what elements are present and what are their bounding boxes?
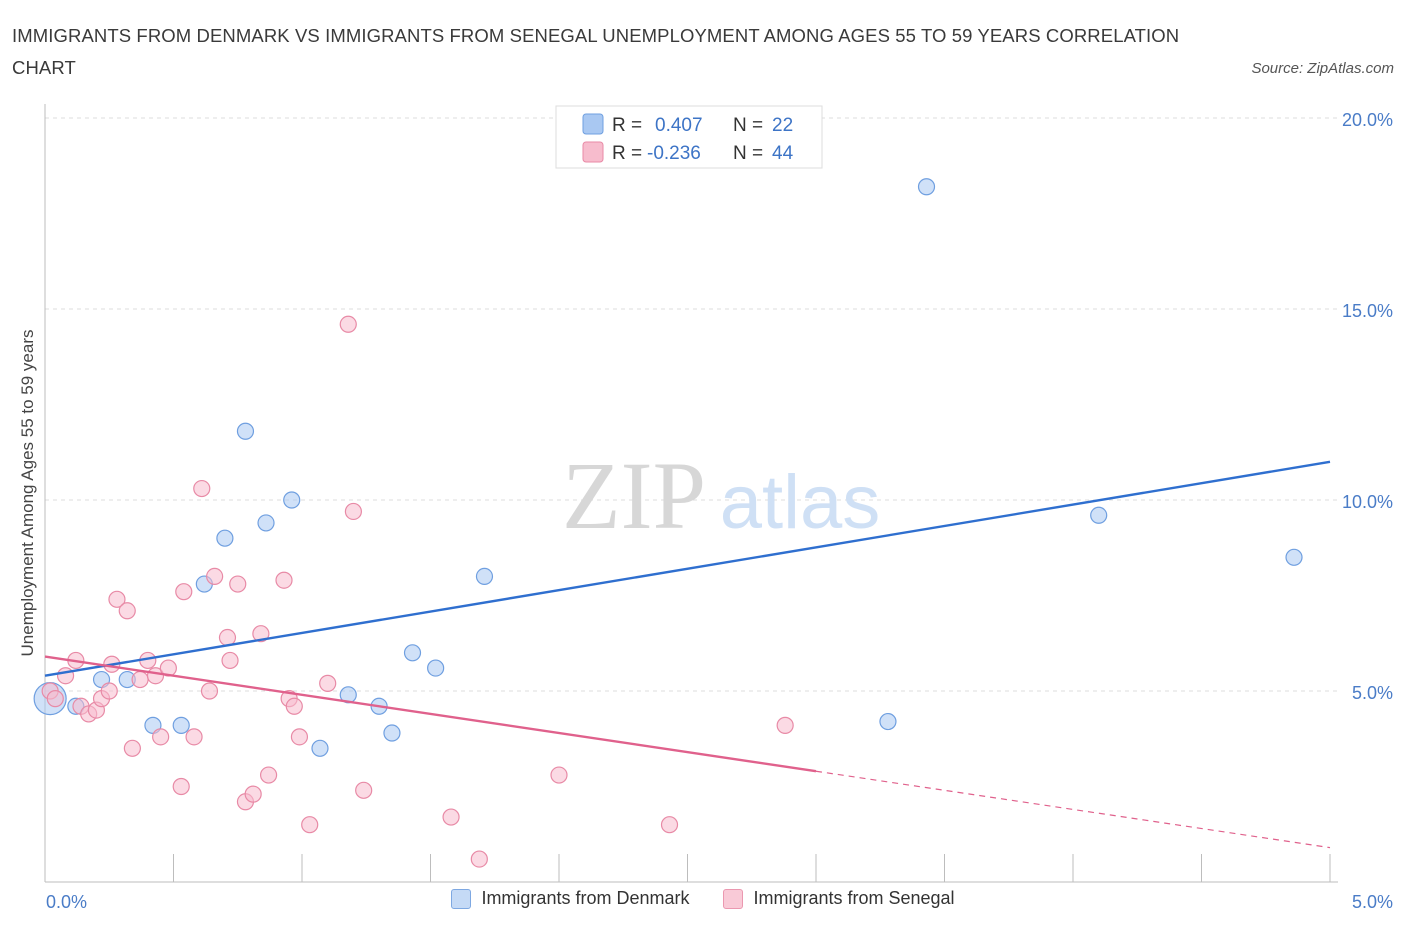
legend-r-value-denmark: 0.407 bbox=[655, 115, 703, 136]
y-axis-label: Unemployment Among Ages 55 to 59 years bbox=[18, 330, 37, 657]
trend-senegal-dashed bbox=[815, 770, 1331, 849]
watermark: ZIP atlas bbox=[562, 442, 880, 549]
point-denmark bbox=[1285, 548, 1303, 566]
point-senegal bbox=[193, 479, 211, 498]
point-senegal bbox=[218, 628, 237, 647]
legend-n-value-senegal: 44 bbox=[772, 143, 794, 164]
point-senegal bbox=[244, 785, 262, 803]
point-senegal bbox=[152, 728, 170, 746]
y-tick-label: 5.0% bbox=[1352, 683, 1393, 703]
point-senegal bbox=[442, 808, 460, 826]
legend-swatch-senegal bbox=[582, 141, 604, 163]
point-senegal bbox=[206, 567, 224, 586]
point-denmark bbox=[236, 422, 255, 440]
legend-swatch-denmark bbox=[582, 113, 604, 135]
point-senegal bbox=[123, 739, 141, 757]
point-denmark bbox=[216, 529, 234, 547]
legend-r-value-senegal: -0.236 bbox=[647, 143, 701, 164]
legend-item-senegal[interactable]: Immigrants from Senegal bbox=[723, 888, 955, 909]
point-senegal bbox=[301, 816, 319, 834]
point-senegal bbox=[319, 674, 337, 692]
y-tick-label: 20.0% bbox=[1342, 110, 1393, 130]
point-denmark bbox=[311, 739, 329, 757]
point-denmark bbox=[283, 491, 301, 509]
trend-denmark bbox=[44, 460, 1331, 677]
y-tick-label: 10.0% bbox=[1342, 492, 1393, 512]
point-denmark bbox=[257, 514, 275, 532]
legend-item-denmark[interactable]: Immigrants from Denmark bbox=[451, 888, 689, 909]
legend-r-label-senegal: R = bbox=[612, 143, 642, 164]
axes: 5.0% 10.0% 15.0% 20.0% 0.0% 5.0% bbox=[44, 104, 1393, 912]
point-senegal bbox=[776, 716, 794, 734]
point-denmark bbox=[475, 567, 494, 586]
point-senegal bbox=[339, 315, 357, 333]
trend-senegal bbox=[44, 655, 817, 773]
legend-n-label-senegal: N = bbox=[733, 143, 763, 164]
x-tick-label: 5.0% bbox=[1352, 892, 1393, 912]
point-senegal bbox=[344, 502, 362, 521]
source-label: Source: ZipAtlas.com bbox=[1251, 60, 1394, 77]
point-senegal bbox=[355, 781, 373, 799]
point-senegal bbox=[229, 575, 247, 593]
trend-lines bbox=[44, 460, 1331, 849]
point-denmark bbox=[172, 716, 190, 734]
y-tick-label: 15.0% bbox=[1342, 301, 1393, 321]
point-senegal bbox=[100, 682, 118, 700]
legend-n-label-denmark: N = bbox=[733, 115, 763, 136]
point-denmark bbox=[917, 178, 936, 196]
x-tick-label: 0.0% bbox=[46, 892, 87, 912]
point-denmark bbox=[1090, 506, 1108, 524]
point-senegal bbox=[259, 766, 278, 784]
point-senegal bbox=[46, 690, 64, 708]
point-senegal bbox=[175, 583, 193, 601]
data-points bbox=[33, 178, 1303, 868]
point-senegal bbox=[118, 602, 136, 620]
watermark-atlas: atlas bbox=[720, 460, 881, 545]
point-senegal bbox=[470, 850, 488, 868]
point-senegal bbox=[131, 670, 149, 689]
grid bbox=[45, 117, 1338, 692]
point-senegal bbox=[221, 651, 239, 670]
legend-label-denmark: Immigrants from Denmark bbox=[481, 888, 690, 908]
legend-swatch-denmark-bottom bbox=[451, 888, 472, 909]
point-senegal bbox=[550, 766, 568, 784]
point-denmark bbox=[879, 712, 897, 731]
point-senegal bbox=[275, 571, 293, 589]
point-denmark bbox=[427, 659, 445, 677]
legend-label-senegal: Immigrants from Senegal bbox=[753, 888, 955, 908]
point-senegal bbox=[172, 777, 190, 796]
watermark-zip: ZIP bbox=[562, 442, 706, 549]
point-senegal bbox=[290, 728, 309, 746]
point-denmark bbox=[383, 724, 401, 742]
point-senegal bbox=[252, 625, 270, 643]
point-senegal bbox=[56, 667, 75, 685]
series-legend: Immigrants from Denmark Immigrants from … bbox=[0, 888, 1406, 909]
legend-swatch-senegal-bottom bbox=[723, 888, 744, 909]
point-senegal bbox=[108, 590, 126, 608]
point-senegal bbox=[200, 682, 219, 700]
point-senegal bbox=[285, 697, 303, 715]
legend-box: R = 0.407 N = 22 R = -0.236 N = 44 bbox=[555, 105, 823, 169]
legend-n-value-denmark: 22 bbox=[772, 115, 793, 136]
point-denmark bbox=[403, 644, 422, 662]
point-senegal bbox=[660, 816, 679, 834]
legend-r-label-denmark: R = bbox=[612, 115, 642, 136]
chart-title: IMMIGRANTS FROM DENMARK VS IMMIGRANTS FR… bbox=[12, 25, 1180, 78]
point-senegal bbox=[185, 728, 203, 746]
